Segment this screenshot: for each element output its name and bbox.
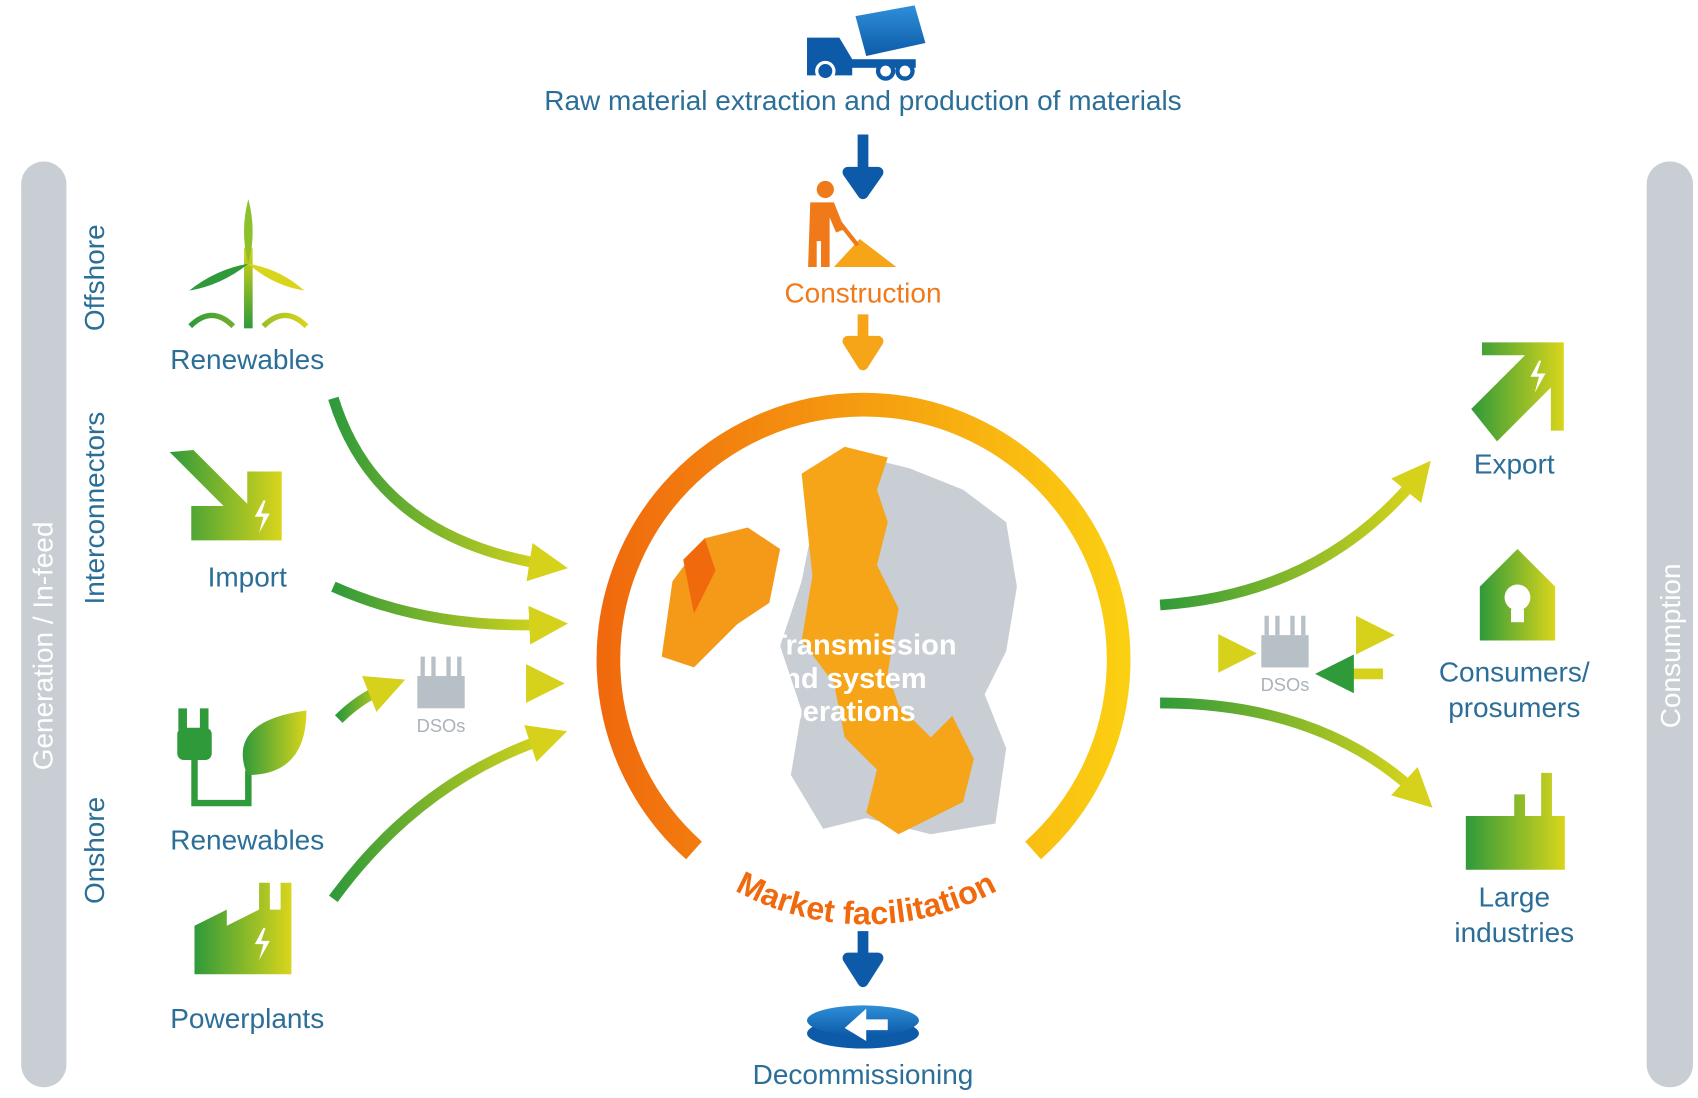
ring (596, 392, 1131, 860)
dso-label: DSOs (417, 715, 466, 736)
ring-label-path: Market facilitation (731, 865, 1001, 932)
decommission-icon (807, 1005, 919, 1049)
item-label: Renewables (170, 824, 324, 855)
top-label: Raw material extraction and production o… (544, 85, 1181, 116)
group-label: Onshore (79, 797, 110, 904)
dso-icon (417, 615, 1309, 709)
center-title: Transmission (769, 629, 956, 661)
import-icon (169, 449, 282, 541)
truck-icon (807, 5, 926, 82)
group-label: Offshore (79, 224, 110, 331)
plug-leaf-icon (177, 708, 307, 807)
item-label: prosumers (1448, 692, 1580, 723)
item-label: Consumers/ (1439, 656, 1590, 687)
stage-label: Decommissioning (753, 1059, 974, 1090)
powerplant-icon (194, 882, 292, 975)
right-bar (1646, 161, 1693, 1088)
arrow (842, 314, 884, 371)
center-title: operations (767, 696, 915, 728)
center-title: and system (767, 663, 927, 695)
ring-label: Market facilitation (731, 865, 1001, 932)
item-label: Import (208, 562, 287, 593)
flow-arrows (328, 396, 1433, 903)
side-label: Consumption (1655, 563, 1686, 728)
left-bar (21, 161, 67, 1088)
dso-label: DSOs (1261, 674, 1310, 695)
wind-icon (188, 199, 309, 329)
side-label: Generation / In-feed (27, 521, 58, 770)
stage-label: Construction (784, 277, 941, 308)
consumer-icon (1479, 549, 1556, 641)
construction-icon (808, 180, 897, 267)
item-label: industries (1454, 917, 1574, 948)
item-label: Renewables (170, 344, 324, 375)
item-label: Export (1474, 449, 1555, 480)
item-label: Large (1478, 881, 1550, 912)
industry-icon (1465, 772, 1565, 870)
map (661, 446, 1017, 835)
export-icon (1471, 342, 1564, 442)
arrow (842, 134, 884, 200)
item-label: Powerplants (170, 1003, 324, 1034)
group-label: Interconnectors (79, 412, 110, 605)
arrow (842, 931, 884, 988)
